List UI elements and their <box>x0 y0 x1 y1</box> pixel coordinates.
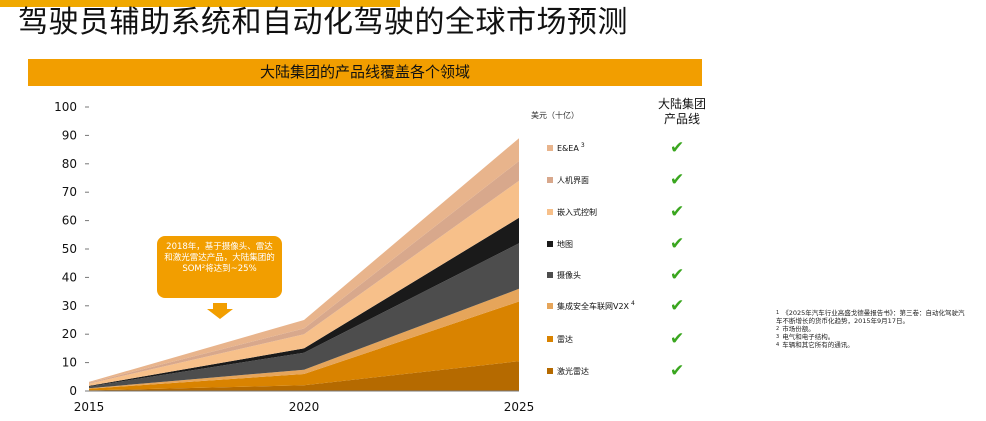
footnote-text: 市场份额。 <box>782 325 815 333</box>
legend-label: 激光雷达 <box>557 367 589 376</box>
area-series-2 <box>89 301 519 391</box>
y-tick-label: 50 <box>62 242 77 256</box>
footnote-text: 《2025年汽车行业高盛戈德曼报告书》：第三卷：自动化驾驶汽车不断增长的货币化趋… <box>776 309 965 325</box>
portfolio-header-line1: 大陆集团 <box>657 97 706 111</box>
footnotes: 1 《2025年汽车行业高盛戈德曼报告书》：第三卷：自动化驾驶汽车不断增长的货币化… <box>776 309 966 349</box>
legend-label: E&EA <box>557 144 579 153</box>
legend-swatch <box>547 271 553 278</box>
callout-text: 2018年，基于摄像头、雷达和激光雷达产品，大陆集团的SOM²将达到~25% <box>164 242 275 274</box>
legend-item: 雷达 <box>547 334 573 346</box>
section-banner: 大陆集团的产品线覆盖各个领域 <box>28 59 702 86</box>
legend-swatch <box>547 144 553 151</box>
checkmark-icon: ✔ <box>670 296 685 316</box>
checkmark-icon: ✔ <box>670 329 685 349</box>
legend-footnote-ref: 4 <box>631 300 635 307</box>
portfolio-header: 大陆集团 产品线 <box>646 97 718 127</box>
legend-label: 摄像头 <box>557 271 581 280</box>
footnote: 3 电气和电子结构。 <box>776 333 966 341</box>
legend-footnote-ref: 3 <box>580 142 585 149</box>
y-tick-label: 100 <box>54 100 77 114</box>
legend-swatch <box>547 367 553 374</box>
y-tick-label: 90 <box>62 128 77 142</box>
legend-item: 地图 <box>547 239 573 251</box>
legend-label: 人机界面 <box>557 176 589 185</box>
checkmark-icon: ✔ <box>670 138 685 158</box>
legend-label: 地图 <box>557 240 573 249</box>
legend-label: 集成安全车联网V2X <box>557 302 630 311</box>
footnote: 2 市场份额。 <box>776 325 966 333</box>
legend-swatch <box>547 240 553 247</box>
footnote: 1 《2025年汽车行业高盛戈德曼报告书》：第三卷：自动化驾驶汽车不断增长的货币化… <box>776 309 966 325</box>
legend-swatch <box>547 302 553 309</box>
y-tick-label: 80 <box>62 157 77 171</box>
area-series-4 <box>89 243 519 389</box>
y-tick-label: 60 <box>62 214 77 228</box>
legend-item: 嵌入式控制 <box>547 207 597 219</box>
y-tick-label: 20 <box>62 327 77 341</box>
legend-item: 摄像头 <box>547 270 581 282</box>
y-tick-label: 40 <box>62 270 77 284</box>
y-tick-label: 0 <box>69 384 77 398</box>
legend-unit-label: 美元（十亿） <box>531 111 579 120</box>
legend-item: 激光雷达 <box>547 366 589 378</box>
callout-down-arrow-icon <box>207 303 233 319</box>
checkmark-icon: ✔ <box>670 361 685 381</box>
legend-label: 嵌入式控制 <box>557 208 597 217</box>
callout-box: 2018年，基于摄像头、雷达和激光雷达产品，大陆集团的SOM²将达到~25% <box>157 236 282 298</box>
legend-label: 雷达 <box>557 335 573 344</box>
y-tick-label: 30 <box>62 299 77 313</box>
footnote-number: 4 <box>776 342 780 348</box>
legend-swatch <box>547 208 553 215</box>
x-tick-label: 2020 <box>289 400 320 414</box>
portfolio-header-line2: 产品线 <box>663 112 700 126</box>
area-series-6 <box>89 180 519 386</box>
legend-item: 人机界面 <box>547 175 589 187</box>
legend-swatch <box>547 176 553 183</box>
checkmark-icon: ✔ <box>670 234 685 254</box>
page-title: 驾驶员辅助系统和自动化驾驶的全球市场预测 <box>18 5 628 40</box>
checkmark-icon: ✔ <box>670 170 685 190</box>
footnote-text: 电气和电子结构。 <box>782 333 835 341</box>
y-tick-label: 70 <box>62 185 77 199</box>
legend-swatch <box>547 335 553 342</box>
footnote-number: 2 <box>776 326 780 332</box>
x-tick-label: 2015 <box>74 400 105 414</box>
area-series-1 <box>89 361 519 391</box>
checkmark-icon: ✔ <box>670 265 685 285</box>
x-tick-label: 2025 <box>504 400 535 414</box>
legend-item: E&EA 3 <box>547 142 585 155</box>
legend-item: 集成安全车联网V2X 4 <box>547 300 635 313</box>
y-tick-label: 10 <box>62 356 77 370</box>
footnote: 4 车辆和其它所有的通讯。 <box>776 341 966 349</box>
footnote-number: 1 <box>776 310 780 316</box>
footnote-number: 3 <box>776 334 780 340</box>
top-accent-strip <box>0 0 400 7</box>
checkmark-icon: ✔ <box>670 202 685 222</box>
footnote-text: 车辆和其它所有的通讯。 <box>782 341 854 349</box>
